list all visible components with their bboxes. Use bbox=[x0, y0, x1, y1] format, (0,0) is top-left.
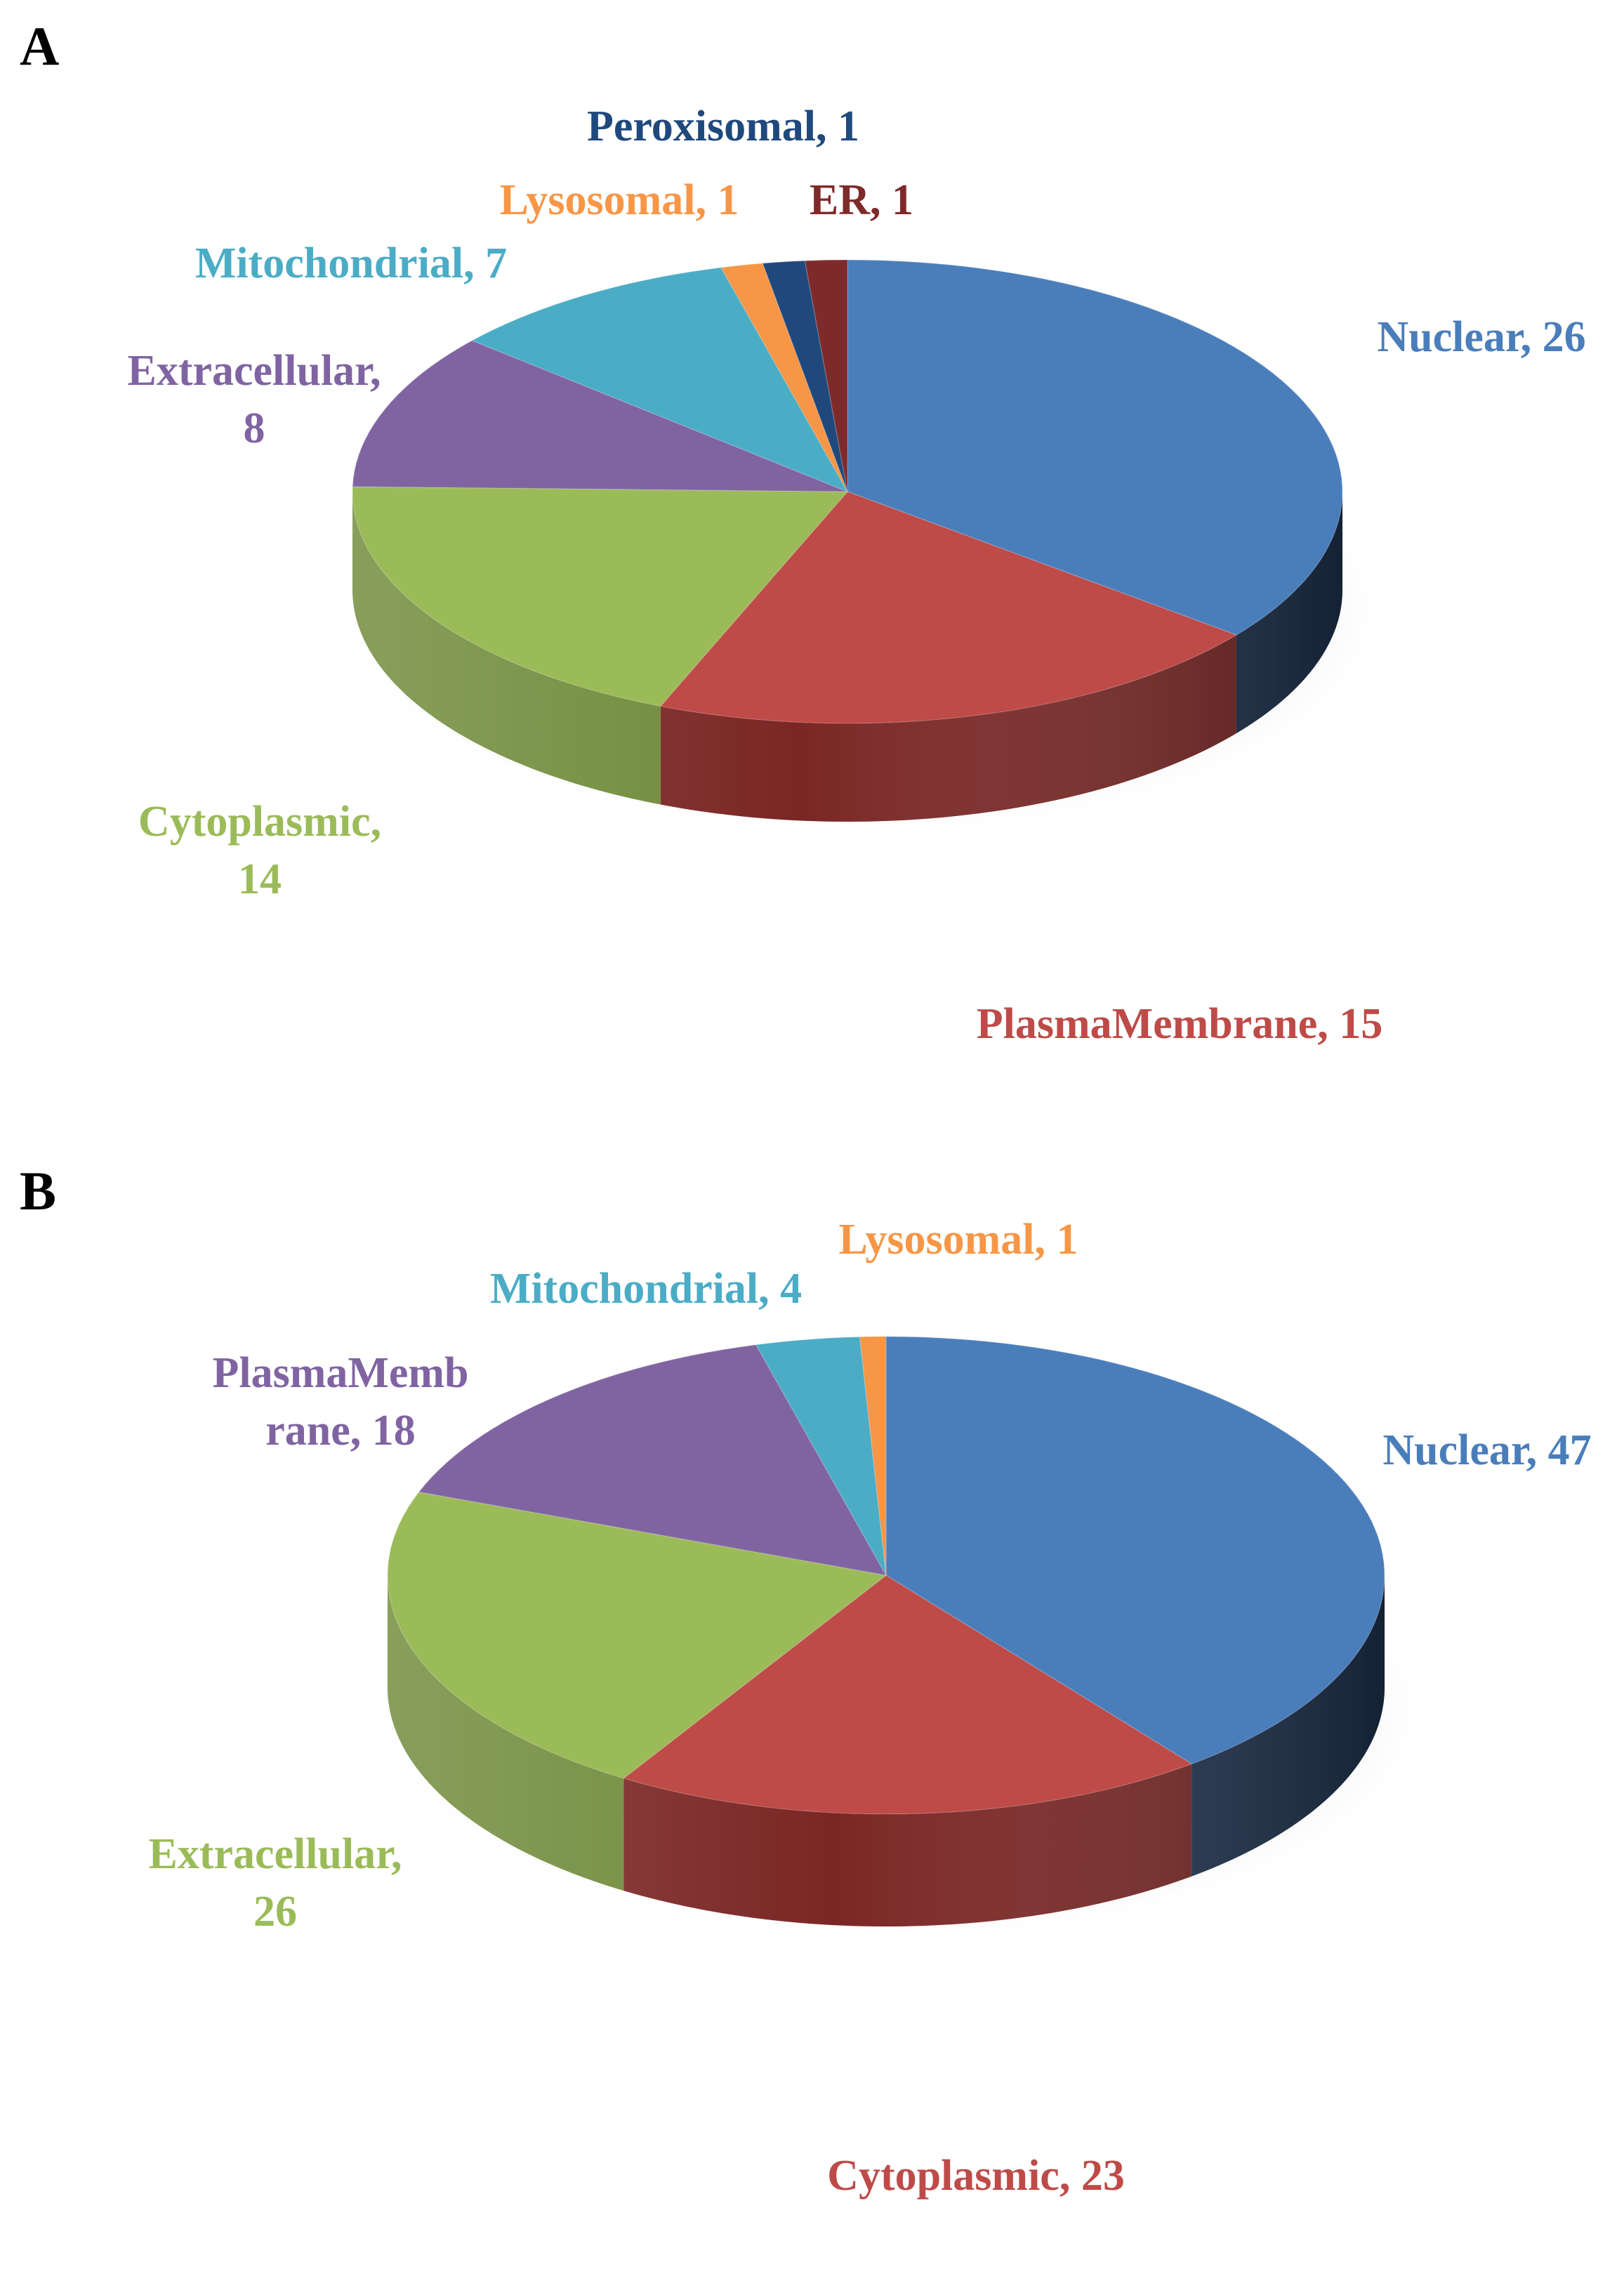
slice-label-nuclear: Nuclear, 26 bbox=[1377, 313, 1585, 361]
pie-slice-lysosomal bbox=[859, 1336, 887, 1576]
pie-slice-extracellular bbox=[387, 1491, 887, 1779]
slice-label-plasmamembrane: PlasmaMemb rane, 18 bbox=[212, 1349, 468, 1455]
pie-slice-extracellular bbox=[352, 340, 848, 492]
pie-labels: Nuclear, 26 PlasmaMembrane, 15 Cytoplasmic… bbox=[127, 103, 1585, 1048]
slice-label-cytoplasmic: Cytoplasmic, 23 bbox=[827, 2152, 1125, 2200]
pie-slice-cytoplasmic bbox=[352, 486, 849, 707]
chart-panel-b: B Nuclear, 47 Cytoplasmic, 23 Extracellular… bbox=[20, 1160, 1592, 2200]
slice-label-peroxisomal: Peroxisomal, 1 bbox=[587, 103, 859, 150]
pie-side-walls bbox=[352, 492, 1342, 822]
pie-slice-cytoplasmic bbox=[622, 1575, 1194, 1815]
slice-label-mitochondrial: Mitochondrial, 4 bbox=[490, 1265, 802, 1313]
pie-slice-er bbox=[804, 259, 848, 492]
panel-letter: B bbox=[20, 1160, 56, 1221]
slice-label-plasmamembrane: PlasmaMembrane, 15 bbox=[977, 1000, 1383, 1048]
pie-slice-nuclear bbox=[847, 259, 1343, 636]
panel-letter: A bbox=[20, 15, 59, 77]
slice-label-lysosomal: Lysosomal, 1 bbox=[499, 176, 739, 224]
slice-label-extracellular: Extracellular, 8 bbox=[127, 347, 381, 452]
slice-label-lysosomal: Lysosomal, 1 bbox=[838, 1216, 1078, 1263]
slice-label-nuclear: Nuclear, 47 bbox=[1382, 1426, 1591, 1474]
pie-top-slices bbox=[387, 1336, 1385, 1815]
pie-slice-mitochondrial bbox=[755, 1336, 887, 1576]
pie-slice-mitochondrial bbox=[470, 267, 849, 493]
pie-labels: Nuclear, 47 Cytoplasmic, 23 Extracellular,… bbox=[148, 1216, 1591, 2200]
pie-side-shading bbox=[352, 492, 1342, 822]
pie-side-shading bbox=[388, 1575, 1385, 1926]
pie-slice-nuclear bbox=[885, 1336, 1385, 1765]
pie-slice-plasmamembrane bbox=[418, 1344, 887, 1577]
pie-side-walls bbox=[388, 1575, 1385, 1926]
chart-panel-a: A Nuclear, 26 PlasmaMembrane, 15 Cytoplasmi… bbox=[20, 15, 1586, 1048]
slice-label-er: ER, 1 bbox=[810, 176, 913, 224]
slice-label-cytoplasmic: Cytoplasmic, 14 bbox=[138, 798, 381, 903]
slice-label-mitochondrial: Mitochondrial, 7 bbox=[195, 239, 507, 287]
pie-slice-plasmamembrane bbox=[659, 491, 1238, 724]
slice-label-extracellular: Extracellular, 26 bbox=[148, 1830, 402, 1936]
pie-top-slices bbox=[352, 259, 1343, 724]
